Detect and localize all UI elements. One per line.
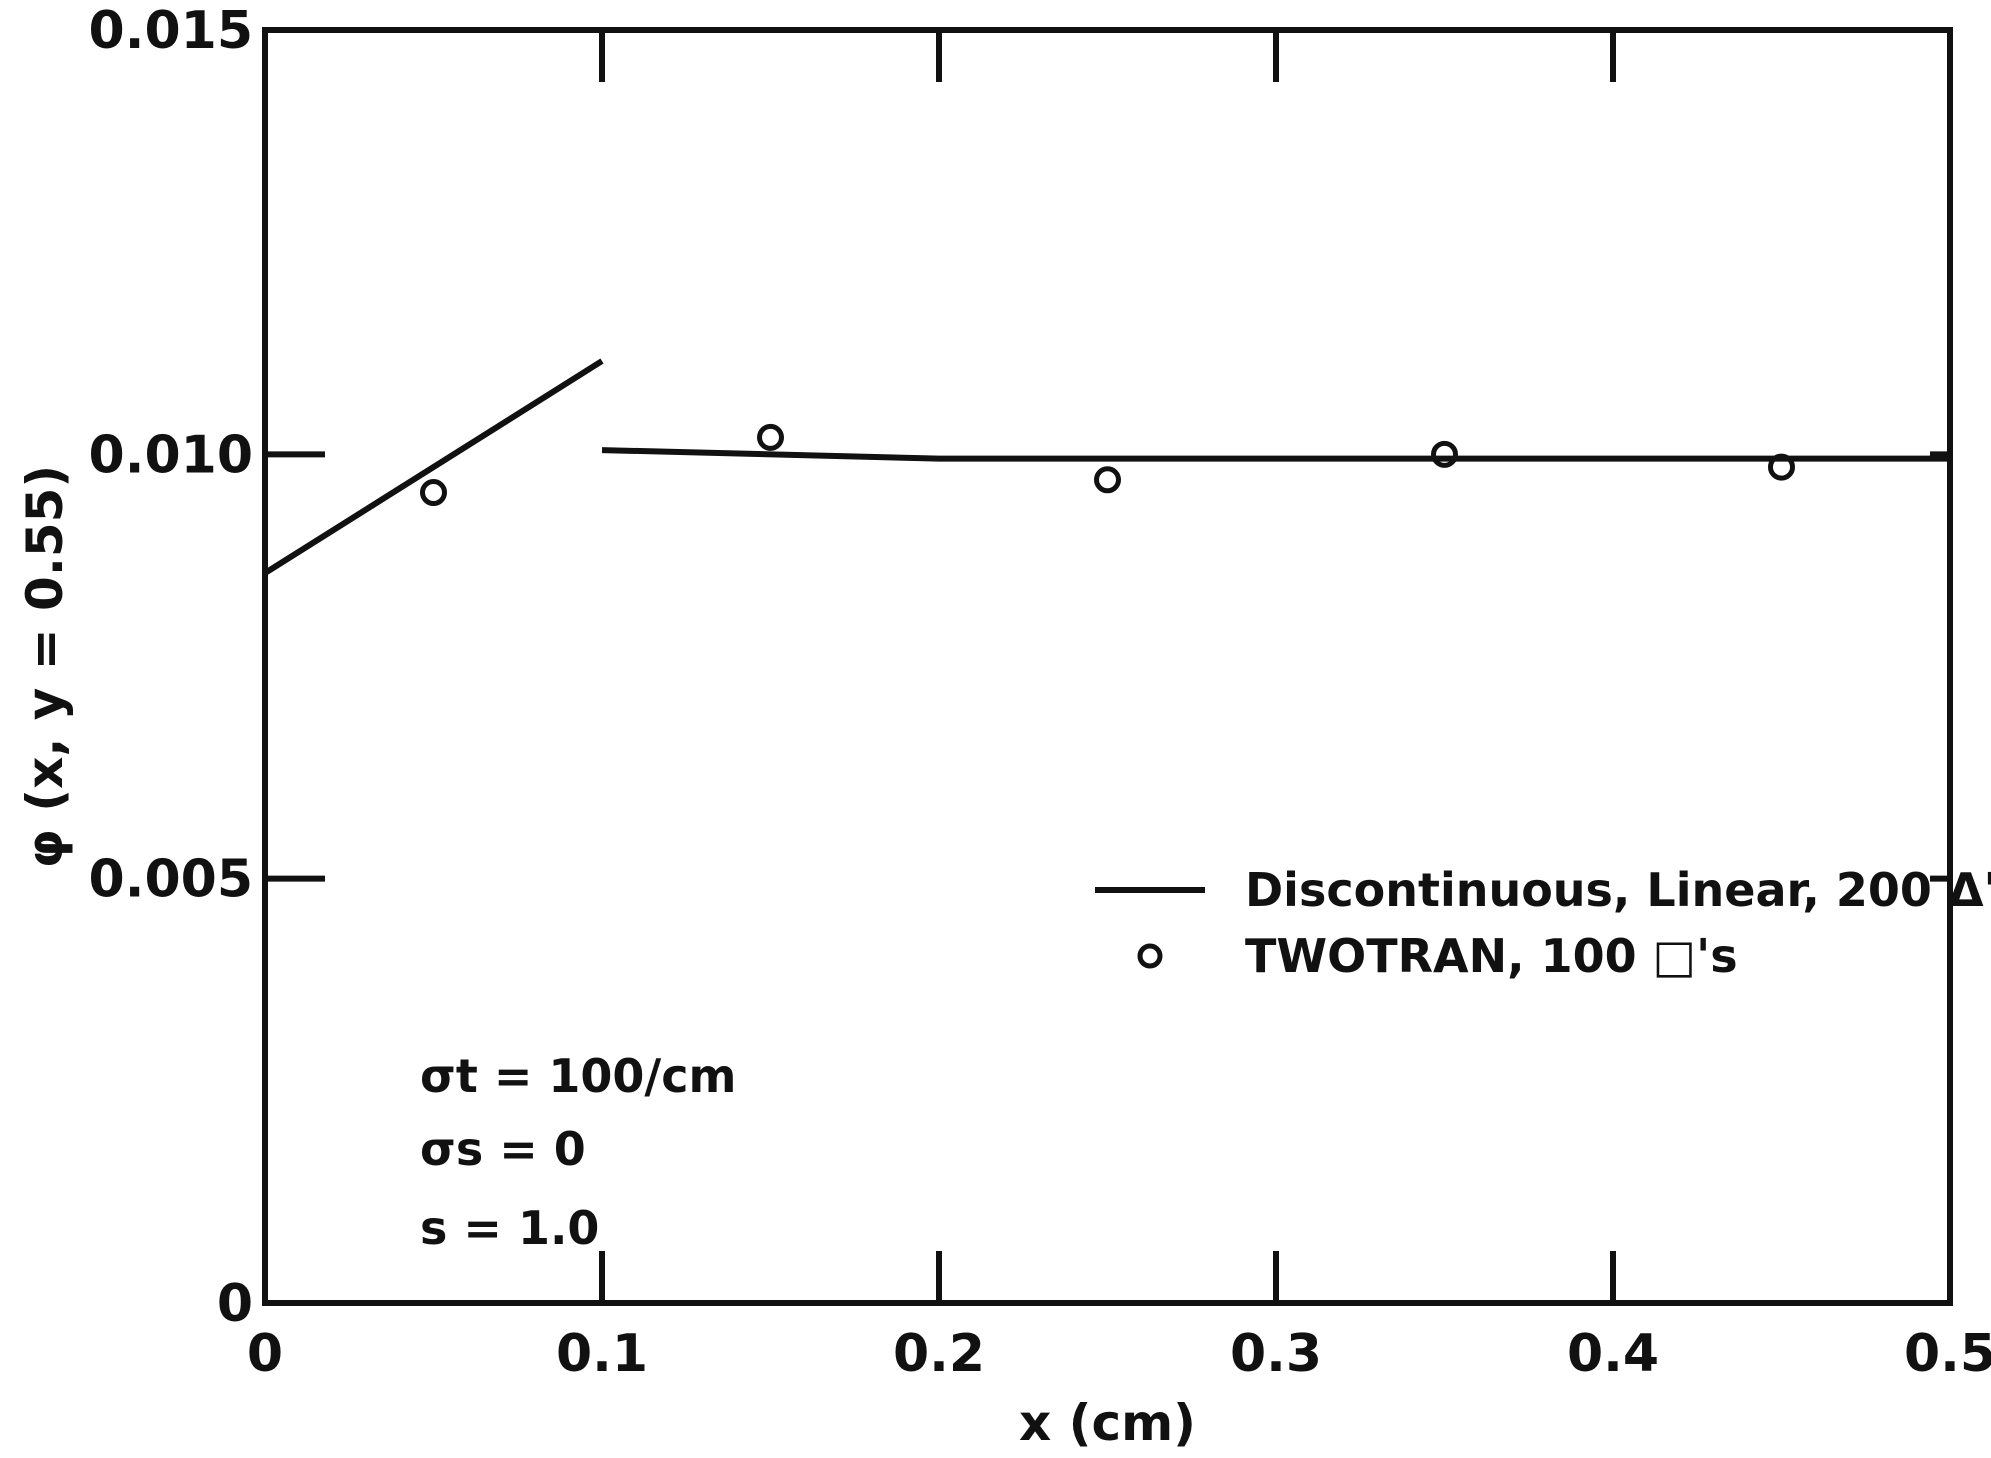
data-point-circle: [1431, 440, 1458, 468]
x-tick-label: 0: [247, 1324, 283, 1384]
x-tick-label: 0.5: [1904, 1324, 1991, 1384]
x-axis-label: x (cm): [1019, 1394, 1196, 1452]
y-tick-label: 0.005: [89, 850, 253, 910]
data-point-circle: [1768, 453, 1795, 481]
x-tick-label: 0.4: [1567, 1324, 1659, 1384]
param-sigma-s: σs = 0: [420, 1122, 586, 1176]
param-source: s = 1.0: [420, 1201, 599, 1255]
line-segment: [263, 358, 604, 576]
plot-border: [262, 27, 1953, 1306]
y-axis-label: φ (x, y = 0.55): [16, 465, 74, 869]
legend: Discontinuous, Linear, 200 Δ's TWOTRAN, …: [1095, 863, 1991, 983]
param-sigma-t: σt = 100/cm: [420, 1049, 736, 1103]
plot-frame: [262, 27, 1953, 1306]
data-point-circle: [1094, 466, 1121, 494]
line-segment: [601, 447, 1950, 462]
axis-ticks: [265, 30, 1950, 1303]
x-tick-label: 0.2: [893, 1324, 985, 1384]
legend-circle-swatch: [1137, 943, 1163, 969]
parameters-annotation: σt = 100/cm σs = 0 s = 1.0: [420, 1049, 736, 1255]
x-tick-label: 0.3: [1230, 1324, 1322, 1384]
y-tick-label: 0.010: [89, 425, 253, 485]
data-point-circle: [420, 479, 447, 507]
data-point-circle: [757, 423, 784, 451]
x-tick-label: 0.1: [556, 1324, 648, 1384]
legend-entry-discontinuous-linear: Discontinuous, Linear, 200 Δ's: [1245, 863, 1991, 917]
series: [263, 358, 1950, 576]
y-tick-label: 0: [217, 1274, 253, 1334]
y-tick-label: 0.015: [89, 1, 253, 61]
tick-labels: 0 0.1 0.2 0.3 0.4 0.5 0 0.005 0.010 0.015: [89, 1, 1991, 1384]
legend-entry-twotran: TWOTRAN, 100 □'s: [1245, 929, 1738, 983]
